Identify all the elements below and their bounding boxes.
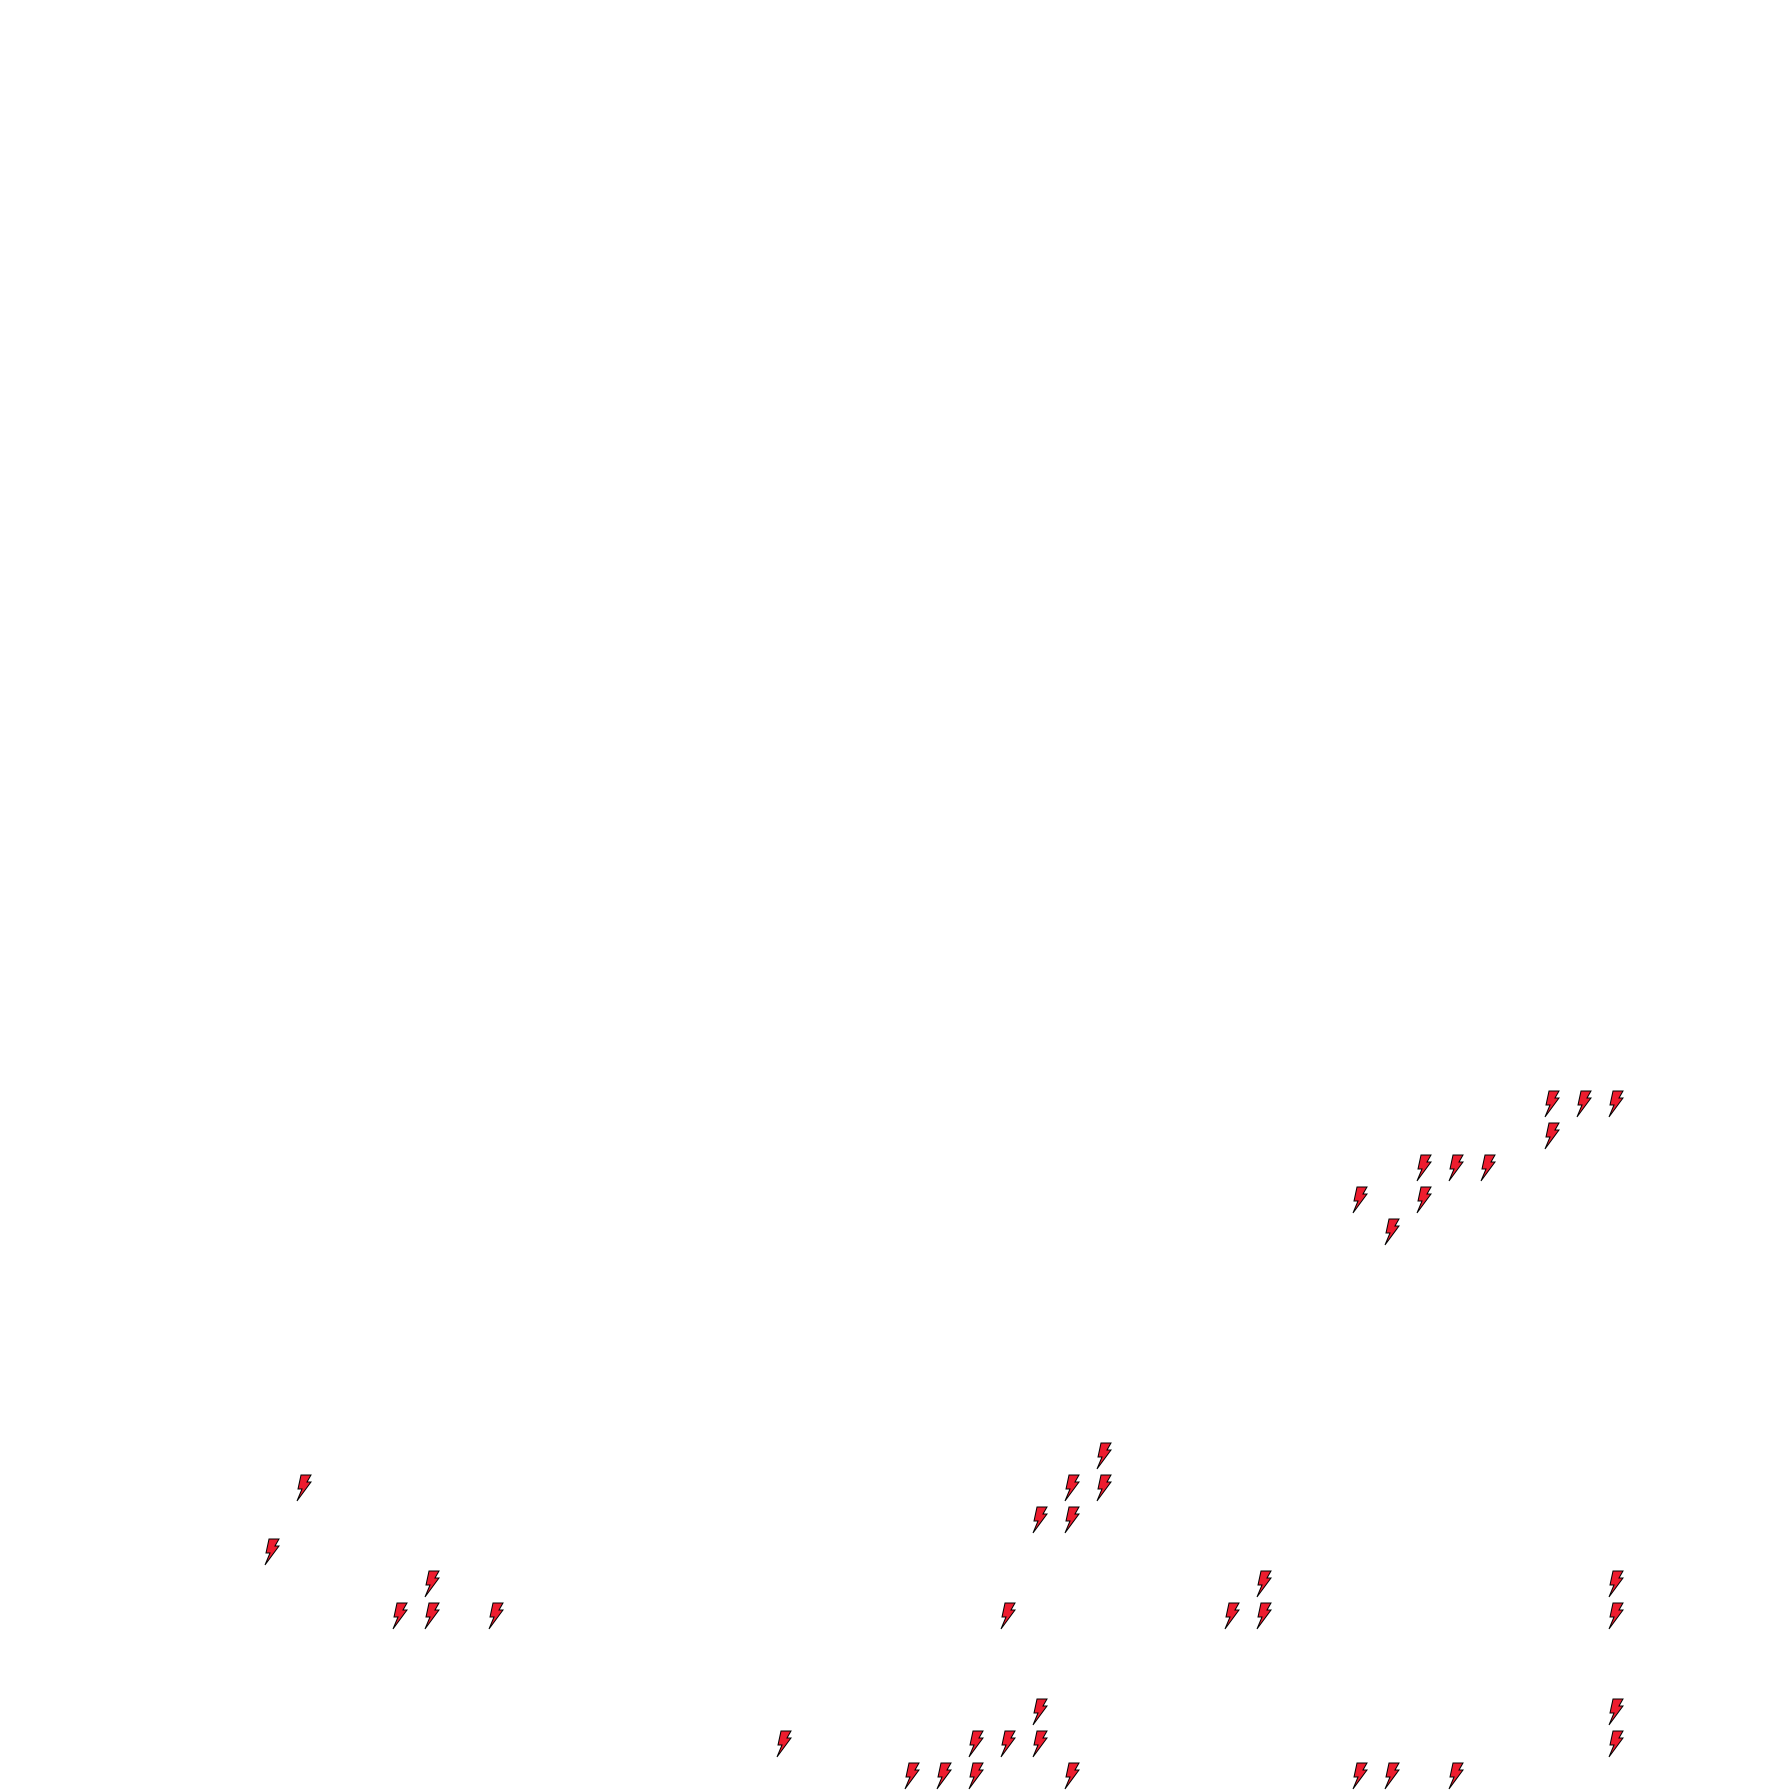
game-board [0,0,1792,1792]
background [0,0,1792,1792]
page: (() => { const svg = document.getElement… [0,0,1792,1792]
